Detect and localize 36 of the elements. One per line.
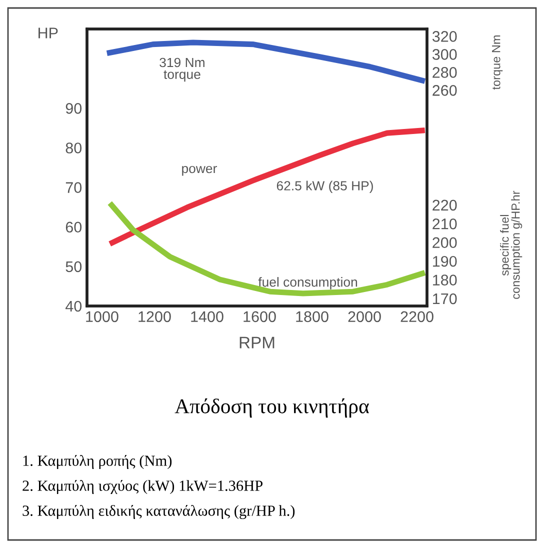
x-tick-label: 1200 xyxy=(138,311,171,322)
series-label: fuel consumption xyxy=(258,277,358,290)
y3-tick-label: 210 xyxy=(432,218,457,230)
y-tick-label: 90 xyxy=(66,103,82,114)
y-tick-label: 80 xyxy=(66,142,82,154)
x-tick-label: 1800 xyxy=(296,311,328,322)
y2-tick-label: 300 xyxy=(432,49,457,60)
series-label: power xyxy=(182,166,217,176)
y-axis-title: HP xyxy=(38,28,58,38)
y3-tick-label: 180 xyxy=(433,274,457,286)
annotation: 62.5 kW (85 HP) xyxy=(276,180,373,194)
y3-tick-label: 170 xyxy=(433,293,457,304)
y-tick-label: 60 xyxy=(66,222,82,233)
x-tick-label: 2200 xyxy=(400,311,434,322)
y3-axis-title: specific fuel consumption g/HP.hr xyxy=(500,190,522,299)
text: Απόδοση του κινητήρα xyxy=(174,398,369,418)
x-tick-label: 2000 xyxy=(348,311,381,322)
y2-axis-title: torque Nm xyxy=(492,35,503,90)
y-tick-label: 70 xyxy=(66,182,82,193)
x-tick-label: 1400 xyxy=(191,311,224,322)
x-tick-label: 1000 xyxy=(86,311,118,322)
text: 2. Καμπύλη ισχύος (kW) 1kW=1.36HP xyxy=(22,480,263,494)
y3-tick-label: 200 xyxy=(432,237,457,248)
y2-tick-label: 260 xyxy=(432,85,457,96)
annotation: 319 Nm xyxy=(160,58,204,68)
x-axis-title: RPM xyxy=(240,336,274,348)
y3-tick-label: 190 xyxy=(433,256,457,267)
text: 1. Καμπύλη ροπής (Nm) xyxy=(23,454,172,470)
text: torque xyxy=(164,70,200,82)
y-tick-label: 50 xyxy=(66,261,82,272)
y-tick-label: 40 xyxy=(66,300,82,312)
y2-tick-label: 320 xyxy=(432,31,457,42)
x-tick-label: 1600 xyxy=(244,311,276,322)
y2-tick-label: 280 xyxy=(432,67,457,78)
y3-tick-label: 220 xyxy=(432,200,457,211)
text: 3. Καμπύλη ειδικής κατανάλωσης (gr/HP h.) xyxy=(22,504,295,520)
